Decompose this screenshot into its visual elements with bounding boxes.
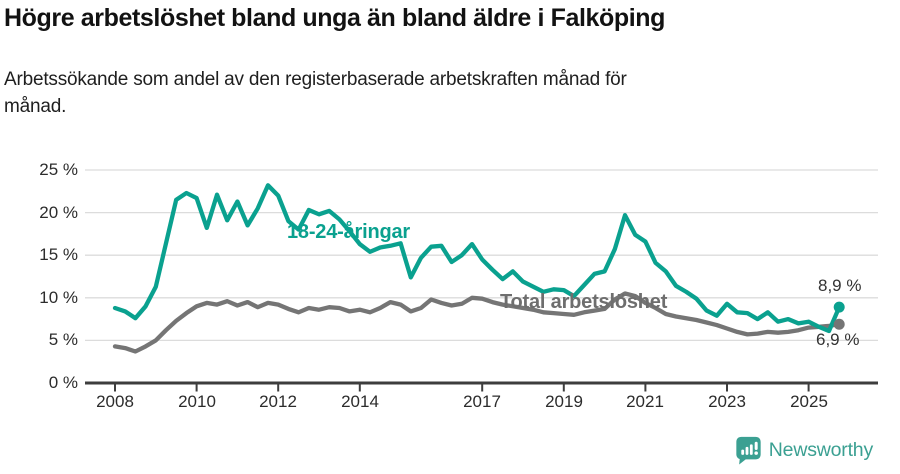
y-axis-tick-label: 20 % (39, 203, 78, 222)
y-axis-tick-label: 0 % (48, 373, 78, 392)
x-axis-tick-label: 2017 (463, 392, 501, 411)
page-title: Högre arbetslöshet bland unga än bland ä… (4, 4, 666, 32)
end-value-label-youth: 8,9 % (818, 276, 862, 295)
series-line-youth (112, 183, 842, 334)
x-axis-tick-label: 2023 (708, 392, 746, 411)
subtitle-line-2: månad. (4, 96, 67, 117)
y-axis-tick-label: 25 % (39, 160, 78, 179)
subtitle-line-1: Arbetssökande som andel av den registerb… (4, 69, 627, 90)
end-dot-total (833, 318, 845, 330)
page-subtitle: Arbetssökande som andel av den registerb… (4, 66, 844, 120)
x-axis-tick-label: 2019 (545, 392, 583, 411)
x-axis-tick-label: 2021 (626, 392, 664, 411)
newsworthy-logo[interactable]: Newsworthy (735, 436, 873, 465)
series-label-youth: 18-24-åringar (287, 221, 411, 243)
x-axis-tick-label: 2010 (178, 392, 216, 411)
newsworthy-icon (736, 436, 761, 465)
y-axis-tick-label: 15 % (39, 245, 78, 264)
end-value-label-total: 6,9 % (816, 330, 860, 349)
y-axis-tick-label: 10 % (39, 288, 78, 307)
x-axis-tick-label: 2008 (96, 392, 134, 411)
x-axis-tick-label: 2025 (790, 392, 828, 411)
newsworthy-logo-text: Newsworthy (768, 439, 873, 461)
x-axis-tick-label: 2012 (259, 392, 297, 411)
series-label-total: Total arbetslöshet (500, 291, 668, 313)
series-line-total (112, 291, 842, 354)
x-axis-tick-label: 2014 (341, 392, 379, 411)
end-dot-youth (833, 301, 845, 313)
y-axis-tick-label: 5 % (48, 330, 78, 349)
